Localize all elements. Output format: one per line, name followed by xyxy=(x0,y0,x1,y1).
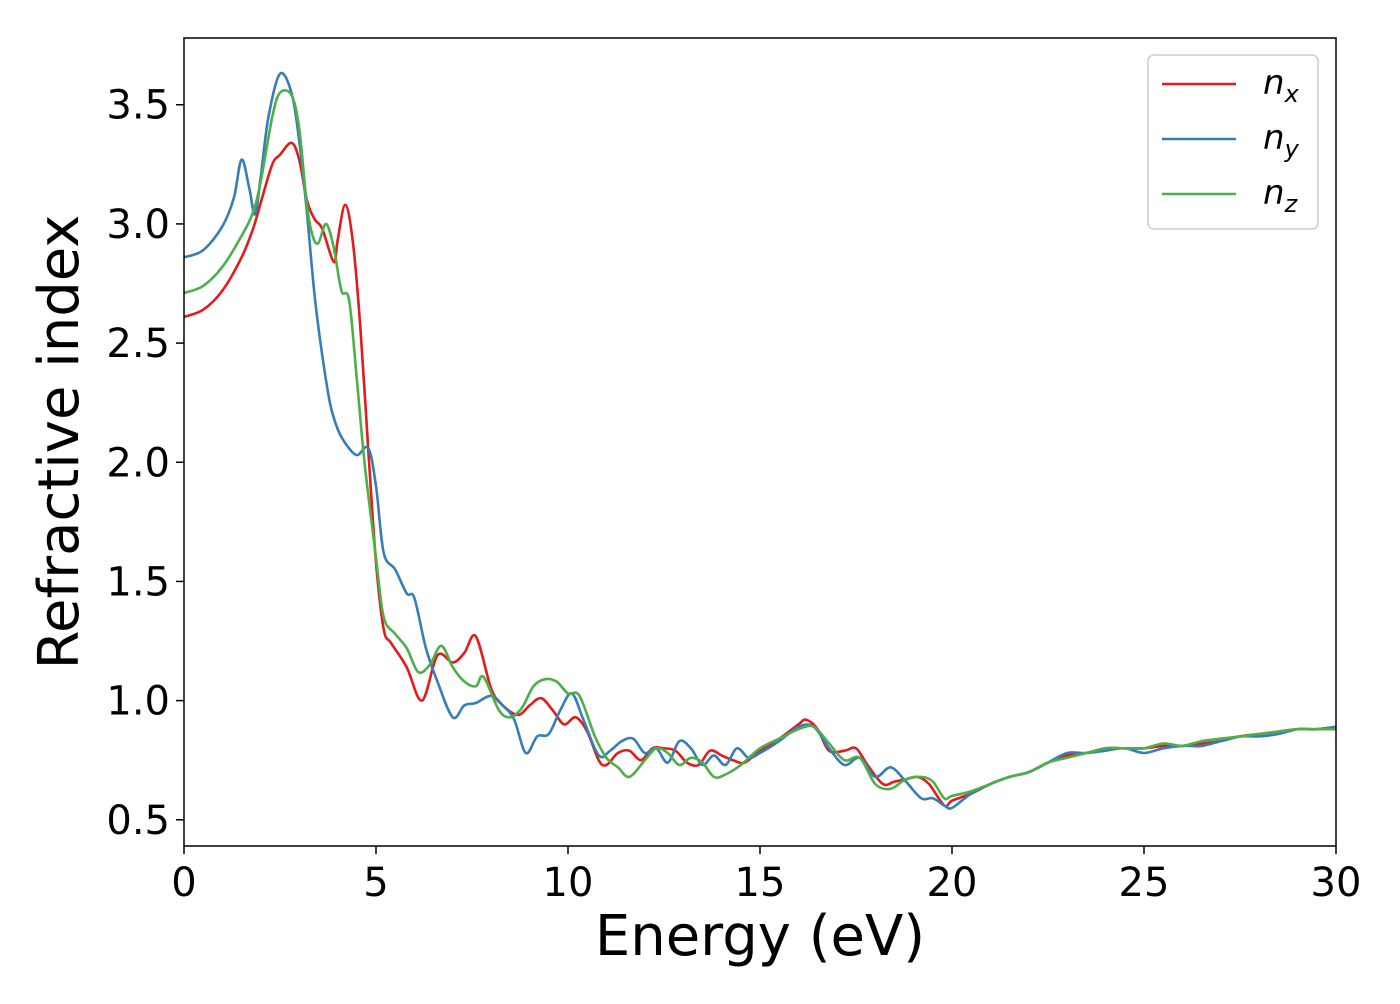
y-axis-title: Refractive index xyxy=(27,215,92,670)
x-tick-label: 0 xyxy=(171,860,196,906)
series-layer xyxy=(184,71,1336,810)
x-tick-label: 25 xyxy=(1119,860,1170,906)
y-tick-label: 3.5 xyxy=(106,83,170,129)
x-axis-title: Energy (eV) xyxy=(595,904,925,969)
legend-box xyxy=(1147,54,1319,230)
y-tick-label: 3.0 xyxy=(106,202,170,248)
legend-label-y: ny xyxy=(1263,118,1300,163)
series-line-x xyxy=(184,141,1336,808)
y-axis: 0.5 1.0 1.5 2.0 2.5 3.0 3.5 xyxy=(106,83,184,844)
legend: nx ny nz xyxy=(1147,54,1319,230)
y-tick-label: 1.5 xyxy=(106,559,170,605)
legend-label-x: nx xyxy=(1263,63,1300,108)
x-tick-label: 30 xyxy=(1311,860,1362,906)
x-tick-label: 5 xyxy=(363,860,388,906)
x-axis: 0 5 10 15 20 25 30 xyxy=(171,846,1361,906)
series-line-y xyxy=(184,71,1336,810)
y-tick-label: 2.5 xyxy=(106,321,170,367)
y-tick-label: 0.5 xyxy=(106,798,170,844)
x-tick-label: 10 xyxy=(543,860,594,906)
x-tick-label: 20 xyxy=(927,860,978,906)
y-tick-label: 2.0 xyxy=(106,440,170,486)
x-tick-label: 15 xyxy=(735,860,786,906)
y-tick-label: 1.0 xyxy=(106,679,170,725)
series-line-z xyxy=(184,89,1336,801)
legend-label-z: nz xyxy=(1263,173,1299,218)
